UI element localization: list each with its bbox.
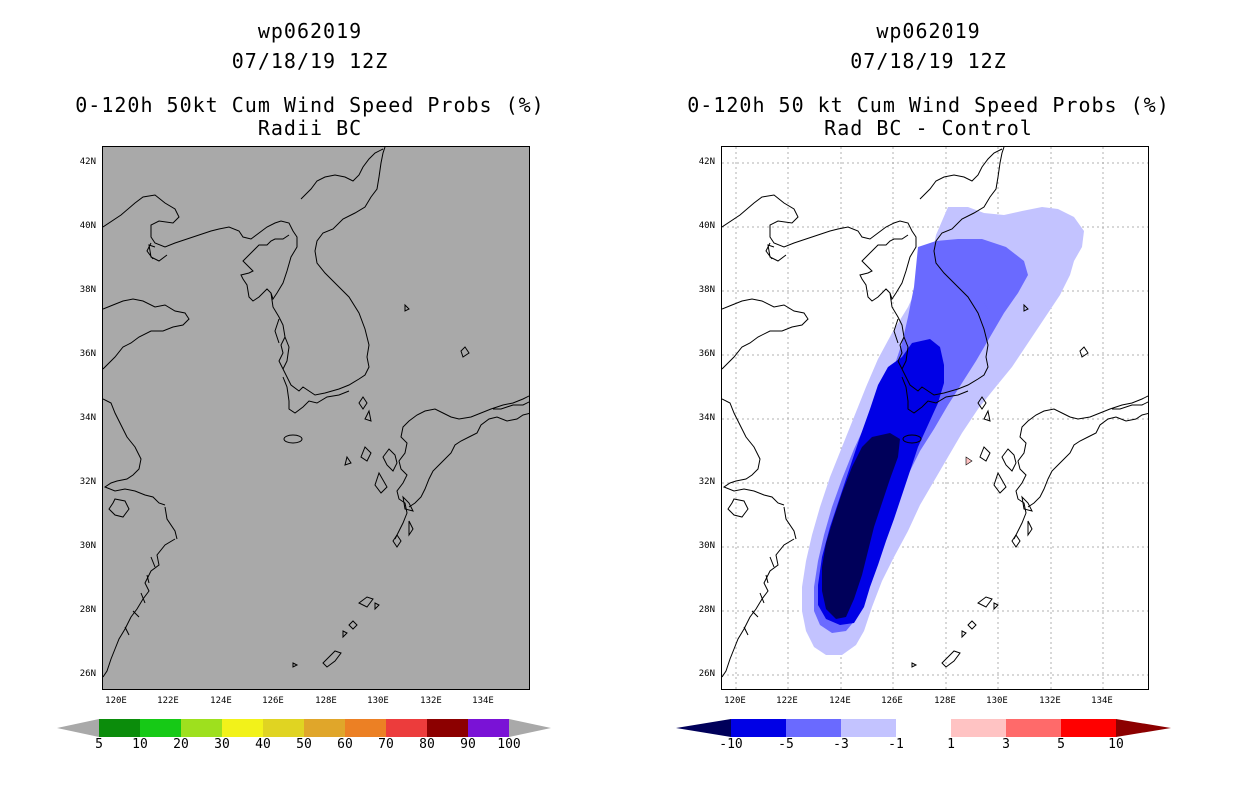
right-coastlines xyxy=(722,147,1148,678)
lat-label: 38N xyxy=(698,285,715,295)
lat-label: 42N xyxy=(79,157,96,167)
colorbar-label: 10 xyxy=(1108,737,1124,752)
colorbar-label: -10 xyxy=(719,737,743,752)
right-colorbar xyxy=(676,719,1171,737)
colorbar-cell xyxy=(951,719,1006,737)
colorbar-cell xyxy=(386,719,427,737)
lat-label: 34N xyxy=(79,413,96,423)
lat-label: 40N xyxy=(698,221,715,231)
left-colorbar xyxy=(57,719,551,737)
lat-label: 36N xyxy=(698,349,715,359)
colorbar-cell xyxy=(841,719,896,737)
colorbar-label: 50 xyxy=(296,737,312,752)
lat-label: 30N xyxy=(698,541,715,551)
colorbar-label: 100 xyxy=(497,737,521,752)
colorbar-label: 30 xyxy=(214,737,230,752)
colorbar-cell xyxy=(731,719,786,737)
lon-label: 122E xyxy=(157,696,179,706)
lat-label: 38N xyxy=(79,285,96,295)
colorbar-label: 5 xyxy=(95,737,103,752)
lon-label: 120E xyxy=(105,696,127,706)
colorbar-over-arrow xyxy=(1116,719,1171,737)
lat-label: 32N xyxy=(79,477,96,487)
colorbar-label: 40 xyxy=(255,737,271,752)
right-probability-map xyxy=(722,147,1148,689)
lat-label: 28N xyxy=(79,605,96,615)
colorbar-cell xyxy=(304,719,345,737)
lon-label: 130E xyxy=(367,696,389,706)
right-datetime: 07/18/19 12Z xyxy=(850,49,1007,73)
colorbar-cell xyxy=(468,719,509,737)
lon-label: 128E xyxy=(934,696,956,706)
lat-label: 32N xyxy=(698,477,715,487)
right-storm-id: wp062019 xyxy=(876,19,981,43)
contour-minus-10 xyxy=(822,433,900,619)
colorbar-cell xyxy=(427,719,468,737)
lat-label: 40N xyxy=(79,221,96,231)
colorbar-label: 3 xyxy=(1002,737,1010,752)
colorbar-under-arrow xyxy=(676,719,731,737)
lat-label: 26N xyxy=(79,669,96,679)
colorbar-label: -1 xyxy=(888,737,904,752)
colorbar-label: 10 xyxy=(132,737,148,752)
left-datetime: 07/18/19 12Z xyxy=(231,49,389,73)
contour-minus-3-spot xyxy=(984,287,992,309)
colorbar-cell xyxy=(263,719,304,737)
lat-label: 34N xyxy=(698,413,715,423)
lon-label: 134E xyxy=(472,696,494,706)
contour-plus-1 xyxy=(965,456,973,466)
right-map-panel xyxy=(721,146,1149,690)
lon-label: 134E xyxy=(1091,696,1113,706)
colorbar-label: 90 xyxy=(460,737,476,752)
lon-label: 128E xyxy=(315,696,337,706)
colorbar-label: -5 xyxy=(778,737,794,752)
lon-label: 124E xyxy=(210,696,232,706)
lat-label: 26N xyxy=(698,669,715,679)
left-coastlines xyxy=(103,147,529,678)
colorbar-cell xyxy=(181,719,222,737)
colorbar-cell xyxy=(99,719,140,737)
colorbar-label: -3 xyxy=(833,737,849,752)
colorbar-cell xyxy=(896,719,951,737)
lat-label: 30N xyxy=(79,541,96,551)
left-map-subtitle: Radii BC xyxy=(257,116,363,140)
colorbar-cell xyxy=(1006,719,1061,737)
lat-label: 28N xyxy=(698,605,715,615)
colorbar-under-arrow xyxy=(57,719,99,737)
lat-label: 42N xyxy=(698,157,715,167)
lon-label: 120E xyxy=(724,696,746,706)
colorbar-over-arrow xyxy=(509,719,551,737)
colorbar-cell xyxy=(222,719,263,737)
colorbar-cell xyxy=(345,719,386,737)
colorbar-label: 1 xyxy=(947,737,955,752)
colorbar-cell xyxy=(140,719,181,737)
colorbar-cell xyxy=(1061,719,1116,737)
colorbar-label: 60 xyxy=(337,737,353,752)
lon-label: 124E xyxy=(829,696,851,706)
left-title-block: wp062019 07/18/19 12Z 0-120h 50kt Cum Wi… xyxy=(60,16,560,143)
lon-label: 126E xyxy=(262,696,284,706)
right-map-title: 0-120h 50 kt Cum Wind Speed Probs (%) xyxy=(687,93,1170,117)
colorbar-label: 5 xyxy=(1057,737,1065,752)
left-map-title: 0-120h 50kt Cum Wind Speed Probs (%) xyxy=(75,93,545,117)
lon-label: 126E xyxy=(881,696,903,706)
lon-label: 132E xyxy=(420,696,442,706)
left-map-panel xyxy=(102,146,530,690)
colorbar-label: 70 xyxy=(378,737,394,752)
lon-label: 132E xyxy=(1039,696,1061,706)
lon-label: 130E xyxy=(986,696,1008,706)
colorbar-cell xyxy=(786,719,841,737)
left-storm-id: wp062019 xyxy=(257,19,363,43)
right-title-block: wp062019 07/18/19 12Z 0-120h 50 kt Cum W… xyxy=(676,16,1181,143)
lat-label: 36N xyxy=(79,349,96,359)
right-map-subtitle: Rad BC - Control xyxy=(824,116,1033,140)
lon-label: 122E xyxy=(776,696,798,706)
colorbar-label: 20 xyxy=(173,737,189,752)
colorbar-label: 80 xyxy=(419,737,435,752)
